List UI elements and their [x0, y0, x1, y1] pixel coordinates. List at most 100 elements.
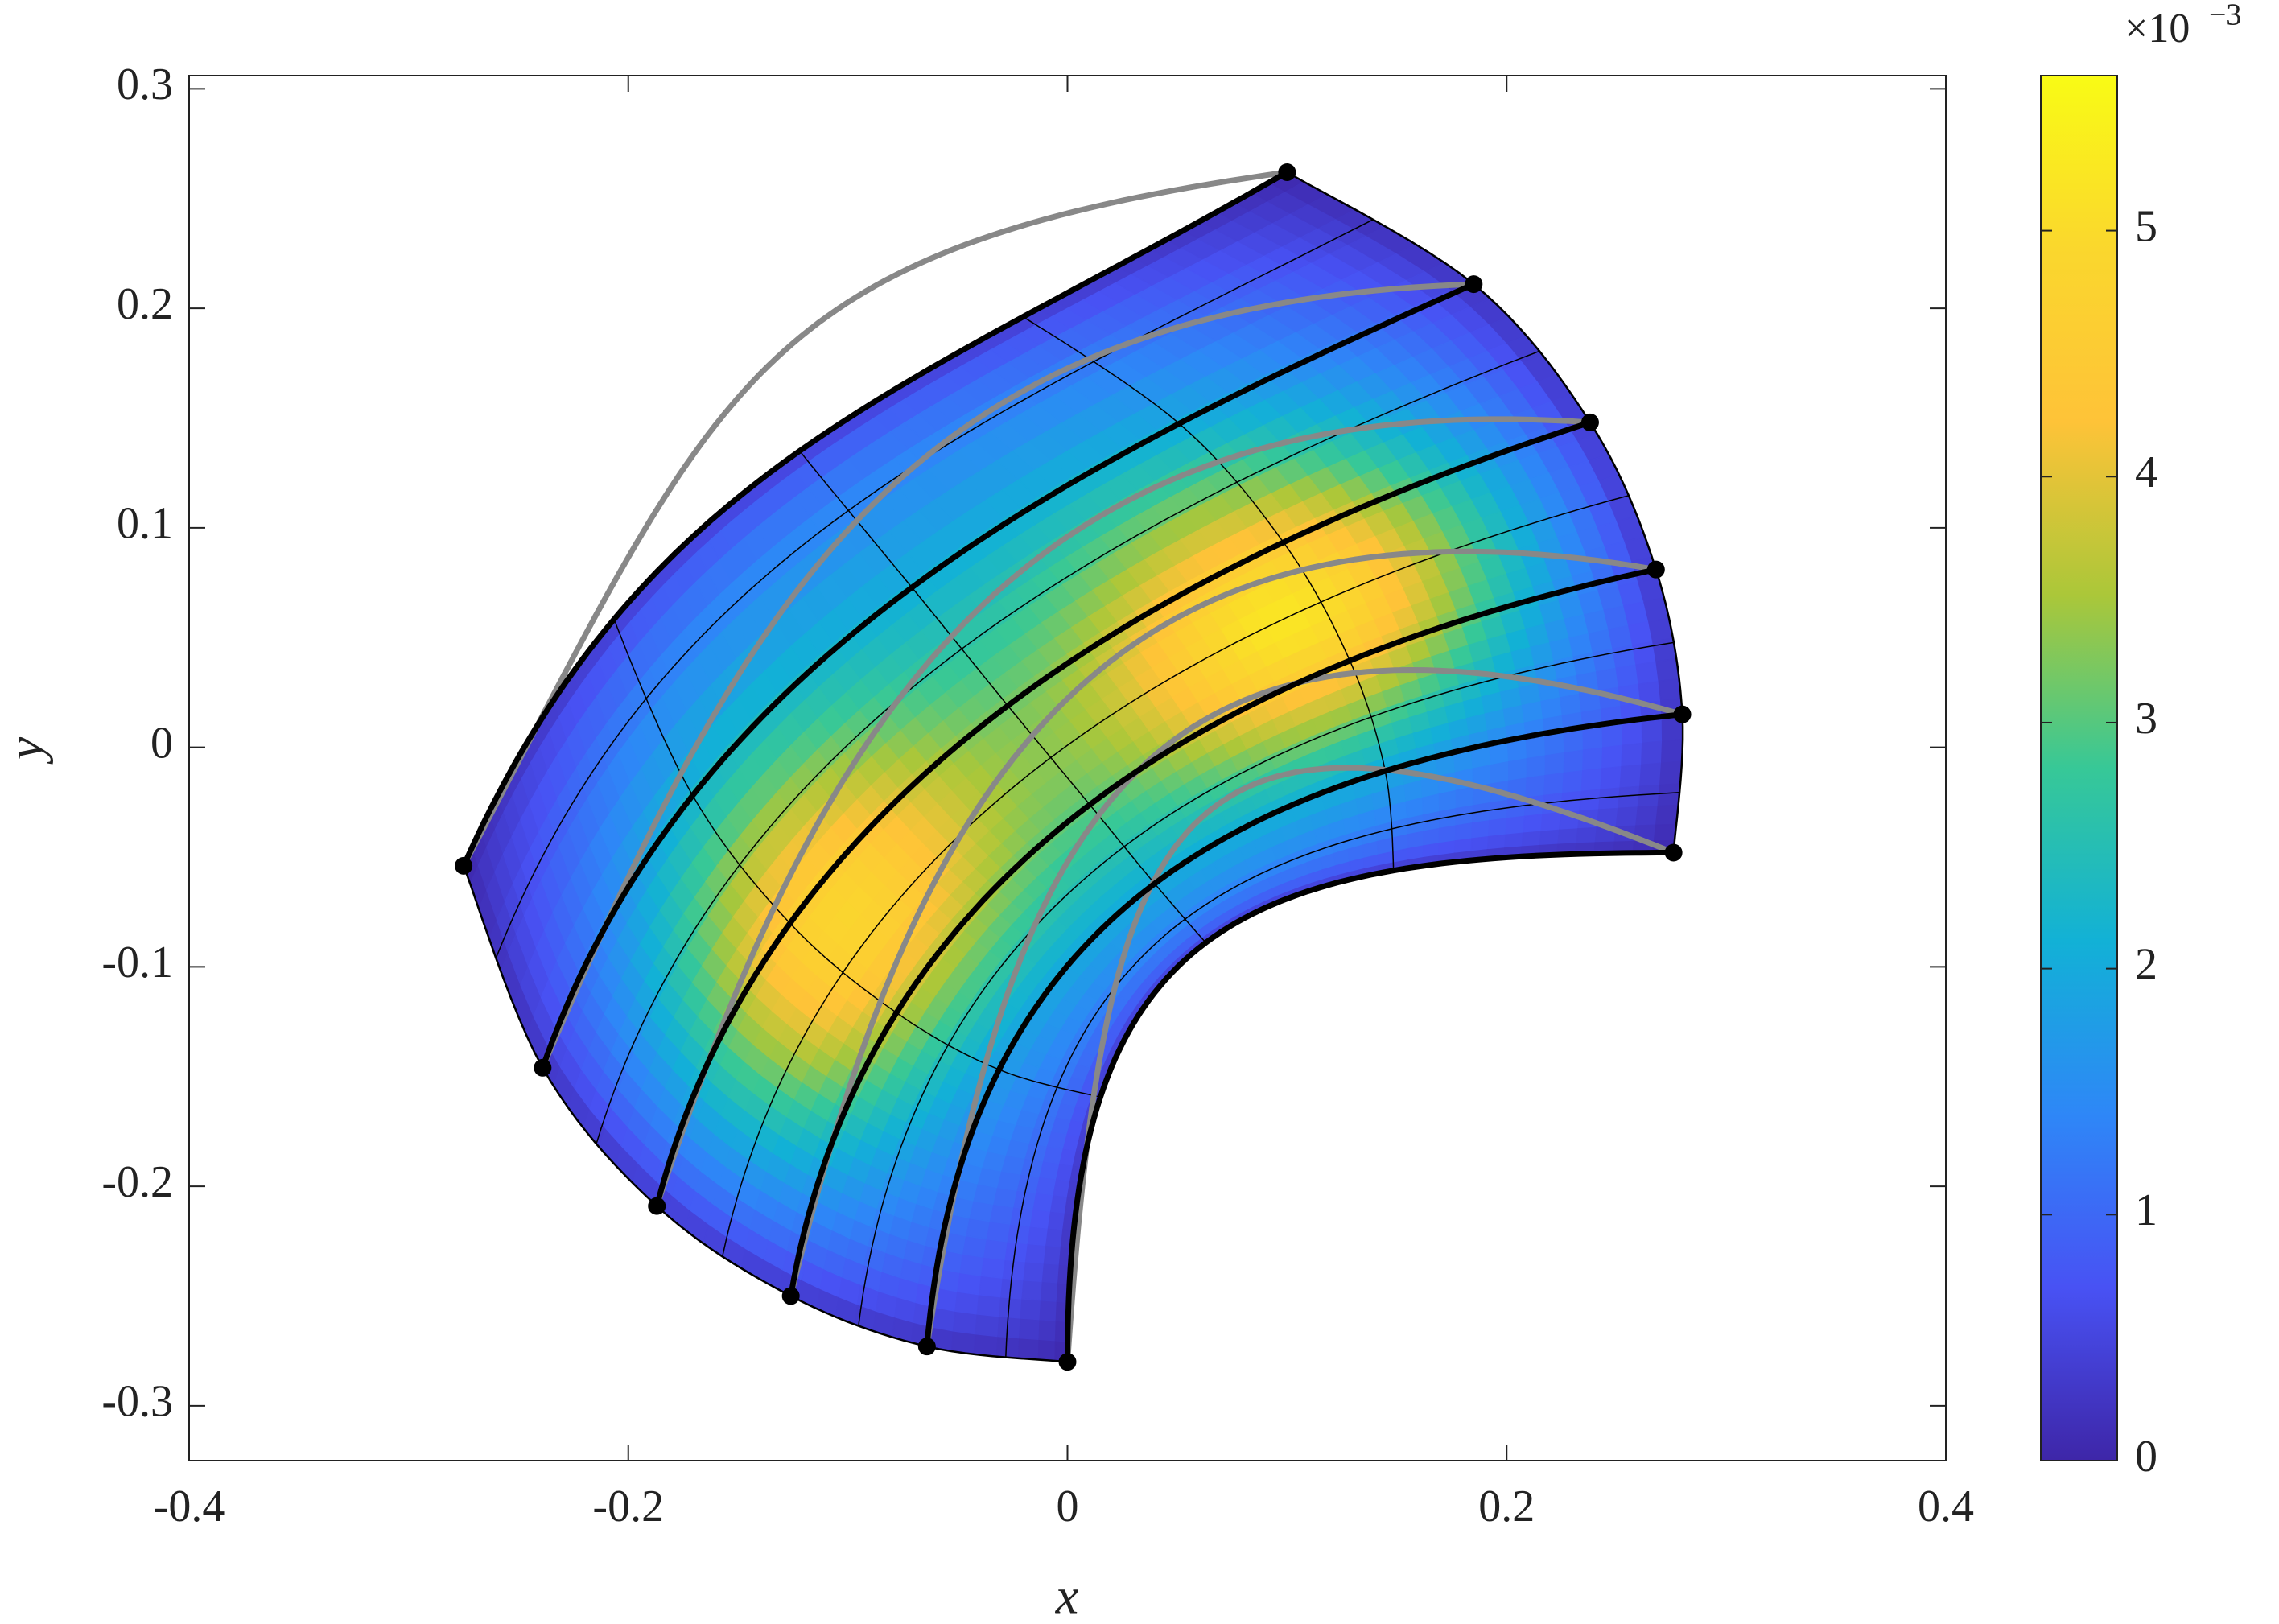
- node-point: [455, 856, 473, 875]
- heat-cell: [1641, 719, 1663, 744]
- heat-cell: [1505, 815, 1526, 836]
- heat-cell: [1641, 740, 1663, 766]
- heat-cell: [1047, 1210, 1066, 1230]
- x-tick-label: 0: [1057, 1482, 1079, 1531]
- heat-cell: [1635, 805, 1659, 826]
- colorbar-tick-label: 4: [2135, 447, 2157, 497]
- mesh-line: [540, 281, 1475, 1069]
- heat-cell: [1562, 769, 1584, 794]
- node-point: [1646, 560, 1665, 579]
- heat-cell: [975, 1313, 1000, 1338]
- heat-cell: [1523, 814, 1543, 835]
- heat-cell: [1487, 818, 1508, 838]
- colorbar-tick-label: 0: [2135, 1432, 2157, 1482]
- heat-cell: [1544, 752, 1565, 777]
- heat-cell: [1470, 835, 1490, 852]
- node-point: [648, 1197, 666, 1215]
- y-tick-label: -0.1: [101, 938, 173, 987]
- heat-cell: [1539, 829, 1560, 847]
- heat-cell: [1004, 1241, 1029, 1263]
- heat-cell: [1597, 787, 1622, 811]
- heat-cell: [1601, 744, 1623, 770]
- thin-mesh-line: [613, 619, 1101, 1098]
- heat-cell: [1454, 822, 1473, 842]
- node-point: [1465, 275, 1483, 294]
- colorbar-tick-label: 2: [2135, 939, 2157, 989]
- mesh-line: [924, 711, 1683, 1347]
- heat-cell: [1040, 1280, 1059, 1303]
- heat-cell: [1576, 826, 1598, 844]
- heat-cell: [1032, 1192, 1055, 1212]
- heat-cell: [1580, 768, 1603, 793]
- node-point: [1664, 843, 1683, 862]
- heat-cell: [1657, 783, 1681, 807]
- heat-cell: [1504, 832, 1524, 849]
- x-tick-label: -0.4: [154, 1482, 225, 1531]
- heat-cell: [1486, 834, 1507, 851]
- heat-cell: [1638, 680, 1662, 705]
- node-point: [1673, 705, 1692, 723]
- heat-cell: [1622, 722, 1643, 747]
- heat-cell: [950, 1330, 976, 1355]
- heat-cell: [1632, 641, 1657, 666]
- mesh-line: [460, 169, 1289, 868]
- heat-cell: [1658, 678, 1682, 702]
- mesh-boundary: [1286, 171, 1684, 853]
- node-point: [1058, 1353, 1077, 1371]
- heat-cell: [1045, 1227, 1064, 1248]
- heat-cell: [983, 1238, 1009, 1261]
- heat-cell: [1543, 772, 1565, 797]
- heat-cell: [957, 1272, 983, 1296]
- heat-cell: [997, 1315, 1022, 1339]
- heat-cell: [1041, 1262, 1061, 1284]
- heat-cell: [1490, 760, 1510, 785]
- heat-cell: [1455, 786, 1474, 810]
- heat-cell: [1655, 804, 1679, 826]
- heat-cell: [1007, 1223, 1032, 1245]
- x-tick-label: 0.4: [1918, 1482, 1974, 1531]
- heat-cell: [1615, 664, 1640, 689]
- y-tick-label: -0.2: [101, 1157, 173, 1207]
- reference-line: [461, 169, 1288, 868]
- heat-cell: [954, 1291, 980, 1315]
- x-axis-label: x: [1055, 1568, 1078, 1624]
- heat-cell: [1563, 749, 1585, 774]
- heat-cell: [1621, 742, 1643, 768]
- heat-cell: [1619, 764, 1642, 789]
- heat-cell: [1595, 667, 1620, 692]
- thin-mesh-line: [1022, 316, 1395, 871]
- heat-cell: [1038, 1318, 1057, 1342]
- heat-cell: [1544, 732, 1565, 756]
- heat-cell: [1612, 645, 1637, 670]
- heat-cell: [1557, 828, 1579, 846]
- x-tick-label: 0.2: [1478, 1482, 1535, 1531]
- node-point: [534, 1058, 552, 1077]
- heat-cell: [1615, 806, 1639, 828]
- heat-cell: [1526, 755, 1547, 779]
- y-tick-label: 0: [150, 718, 173, 768]
- node-point: [1580, 413, 1599, 431]
- heat-cell: [1024, 1243, 1047, 1264]
- reference-line: [788, 548, 1657, 1297]
- heat-cell: [1043, 1244, 1062, 1266]
- heat-map: [463, 171, 1683, 1363]
- heat-cell: [1002, 1259, 1027, 1281]
- heat-cell: [1021, 1279, 1044, 1301]
- heat-cell: [1582, 747, 1604, 772]
- y-tick-label: 0.3: [117, 60, 173, 109]
- colorbar-tick-label: 1: [2135, 1185, 2157, 1235]
- heat-cell: [1037, 1338, 1057, 1362]
- heat-cell: [1521, 831, 1542, 848]
- node-point: [781, 1287, 800, 1305]
- reference-line: [540, 281, 1474, 1070]
- heat-cell: [1000, 1277, 1025, 1300]
- mesh-line: [1065, 850, 1674, 1362]
- heat-cell: [976, 1293, 1002, 1317]
- colorbar-tick-label: 5: [2135, 201, 2157, 251]
- heat-cell: [1019, 1317, 1041, 1341]
- heat-cell: [1579, 789, 1601, 812]
- axes: -0.4 -0.2 0 0.2 0.4 -0.3 -0.2 -0.1 0 0.1 0.2 0.3 0 1 2…: [101, 60, 2157, 1531]
- heat-cell: [1525, 736, 1547, 760]
- heat-cell: [1508, 757, 1528, 782]
